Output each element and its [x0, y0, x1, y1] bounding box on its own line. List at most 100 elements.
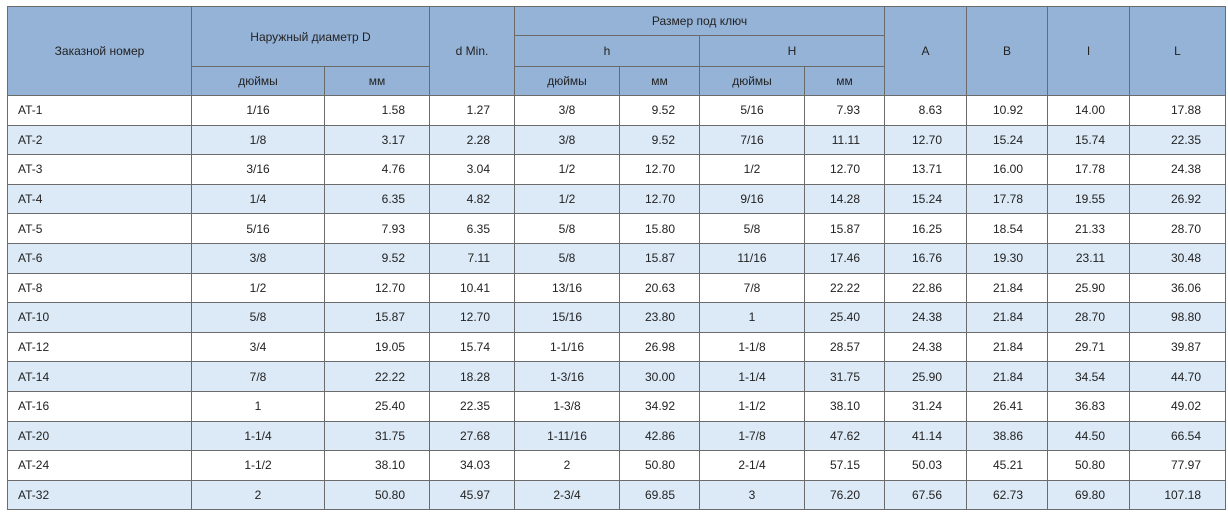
- table-row: AT-24 1-1/2 38.10 34.03 2 50.80 2-1/4 57.15 50.0…: [7, 450, 1227, 481]
- table-cell: 13.71: [884, 154, 968, 185]
- table-cell: 15.87: [324, 302, 430, 333]
- table-cell: 13/16: [514, 272, 620, 304]
- table-cell: 62.73: [966, 479, 1049, 511]
- table-cell: 27.68: [429, 420, 515, 452]
- table-cell: 38.86: [966, 420, 1049, 452]
- table-row: AT-1 1/16 1.58 1.27 3/8 9.52 5/16 7.93 8.63 10.92…: [7, 95, 1227, 126]
- table-cell: AT-2: [7, 124, 192, 156]
- table-cell: 16.76: [884, 242, 968, 274]
- table-cell: 45.21: [966, 450, 1049, 481]
- table-header: Заказной номер Наружный диаметр D d Min.…: [7, 6, 1227, 96]
- table-cell: 12.70: [429, 302, 515, 333]
- table-cell: 44.70: [1129, 361, 1227, 392]
- table-cell: 98.80: [1129, 302, 1227, 333]
- table-cell: 21.84: [966, 272, 1049, 304]
- table-row: AT-6 3/8 9.52 7.11 5/8 15.87 11/16 17.46 16.76 19…: [7, 242, 1227, 274]
- table-cell: 3.17: [324, 124, 430, 156]
- table-cell: AT-16: [7, 390, 192, 422]
- table-cell: 25.90: [884, 361, 968, 392]
- table-cell: 57.15: [803, 450, 886, 481]
- table-cell: 17.78: [1047, 154, 1131, 185]
- table-cell: 21.84: [966, 331, 1049, 363]
- table-row: AT-5 5/16 7.93 6.35 5/8 15.80 5/8 15.87 16.25 18.…: [7, 213, 1227, 244]
- table-cell: 3.04: [429, 154, 515, 185]
- table-row: AT-32 2 50.80 45.97 2-3/4 69.85 3 76.20 67.56 62.…: [7, 479, 1227, 511]
- table-body: AT-1 1/16 1.58 1.27 3/8 9.52 5/16 7.93 8.63 10.92…: [7, 95, 1227, 511]
- table-cell: AT-14: [7, 361, 192, 392]
- table-cell: 47.62: [803, 420, 886, 452]
- table-cell: 26.98: [619, 331, 700, 363]
- table-cell: 15/16: [514, 302, 620, 333]
- table-cell: 12.70: [324, 272, 430, 304]
- table-cell: 5/8: [191, 302, 325, 333]
- table-cell: 15.87: [619, 242, 700, 274]
- table-cell: 39.87: [1129, 331, 1227, 363]
- table-cell: 7.11: [429, 242, 515, 274]
- table-cell: 31.75: [803, 361, 886, 392]
- table-cell: 23.80: [619, 302, 700, 333]
- table-cell: 12.70: [803, 154, 886, 185]
- table-cell: 44.50: [1047, 420, 1131, 452]
- table-cell: 14.00: [1047, 95, 1131, 126]
- table-cell: 2-3/4: [514, 479, 620, 511]
- table-cell: 24.38: [884, 302, 968, 333]
- table-cell: 1-1/8: [699, 331, 805, 363]
- table-cell: 2: [191, 479, 325, 511]
- table-cell: 77.97: [1129, 450, 1227, 481]
- table-cell: 1-11/16: [514, 420, 620, 452]
- table-cell: AT-5: [7, 213, 192, 244]
- table-row: AT-3 3/16 4.76 3.04 1/2 12.70 1/2 12.70 13.71 16.…: [7, 154, 1227, 185]
- table-cell: 1/2: [514, 183, 620, 215]
- table-cell: 26.41: [966, 390, 1049, 422]
- table-cell: AT-1: [7, 95, 192, 126]
- table-cell: 7.93: [803, 95, 886, 126]
- subheader-cell: дюймы: [514, 66, 620, 96]
- table-cell: 28.70: [1129, 213, 1227, 244]
- spec-table: Заказной номер Наружный диаметр D d Min.…: [7, 6, 1227, 511]
- table-cell: 15.24: [884, 183, 968, 215]
- table-cell: 38.10: [324, 450, 430, 481]
- table-cell: 34.92: [619, 390, 700, 422]
- header-cell: L: [1129, 6, 1227, 96]
- table-cell: 18.54: [966, 213, 1049, 244]
- table-cell: 76.20: [803, 479, 886, 511]
- table-cell: 1/16: [191, 95, 325, 126]
- table-cell: 12.70: [619, 154, 700, 185]
- table-cell: 69.80: [1047, 479, 1131, 511]
- header-cell: I: [1047, 6, 1131, 96]
- subheader-cell: мм: [803, 66, 886, 96]
- table-cell: 6.35: [324, 183, 430, 215]
- table-cell: 24.38: [884, 331, 968, 363]
- table-cell: 31.75: [324, 420, 430, 452]
- table-cell: 1-3/8: [514, 390, 620, 422]
- header-cell: A: [884, 6, 968, 96]
- table-row: AT-12 3/4 19.05 15.74 1-1/16 26.98 1-1/8 28.57 2…: [7, 331, 1227, 363]
- table-cell: 1/2: [191, 272, 325, 304]
- table-cell: 5/8: [514, 242, 620, 274]
- table-cell: 9.52: [619, 95, 700, 126]
- table-cell: 50.80: [324, 479, 430, 511]
- table-cell: 4.82: [429, 183, 515, 215]
- table-cell: 7/8: [191, 361, 325, 392]
- table-cell: 26.92: [1129, 183, 1227, 215]
- table-cell: 19.05: [324, 331, 430, 363]
- table-cell: 1/8: [191, 124, 325, 156]
- table-cell: 36.06: [1129, 272, 1227, 304]
- table-cell: 19.30: [966, 242, 1049, 274]
- table-cell: 1/2: [514, 154, 620, 185]
- table-cell: 15.24: [966, 124, 1049, 156]
- table-cell: 42.86: [619, 420, 700, 452]
- table-cell: 34.03: [429, 450, 515, 481]
- table-cell: 1.58: [324, 95, 430, 126]
- table-cell: 11/16: [699, 242, 805, 274]
- table-cell: 50.80: [619, 450, 700, 481]
- table-cell: 49.02: [1129, 390, 1227, 422]
- table-cell: 1: [191, 390, 325, 422]
- table-row: AT-4 1/4 6.35 4.82 1/2 12.70 9/16 14.28 15.24 17.…: [7, 183, 1227, 215]
- table-cell: AT-12: [7, 331, 192, 363]
- header-cell: H: [698, 35, 886, 67]
- table-cell: 1-1/4: [191, 420, 325, 452]
- table-cell: 50.03: [884, 450, 968, 481]
- table-cell: 31.24: [884, 390, 968, 422]
- table-cell: 25.40: [324, 390, 430, 422]
